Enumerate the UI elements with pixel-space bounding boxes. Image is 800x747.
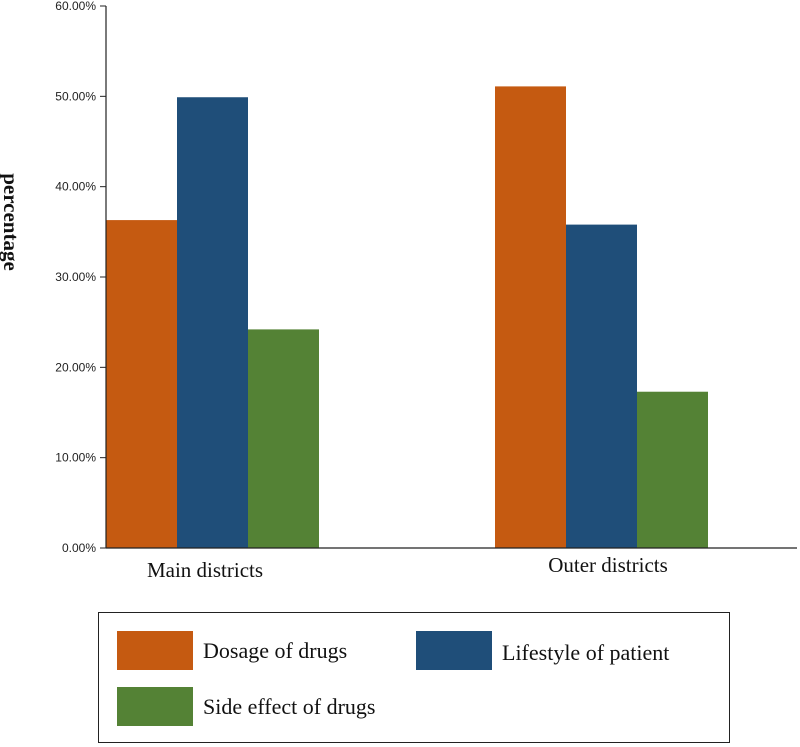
y-tick-label: 40.00% [55, 180, 96, 194]
legend-swatch-lifestyle [416, 631, 492, 670]
y-tick-label: 50.00% [55, 89, 96, 103]
legend-label-side-effect: Side effect of drugs [203, 693, 376, 719]
y-tick-label: 10.00% [55, 451, 96, 465]
legend-label-lifestyle: Lifestyle of patient [502, 640, 670, 665]
legend-item-dosage-of-drugs: Dosage of drugs [117, 631, 347, 670]
legend-item-side-effect-of-drugs: Side effect of drugs [117, 687, 376, 726]
legend-label-dosage: Dosage of drugs [203, 637, 348, 663]
legend-swatch-dosage [117, 631, 193, 670]
y-tick-label: 20.00% [55, 360, 96, 374]
legend-item-lifestyle-of-patient: Lifestyle of patient [416, 631, 669, 670]
y-axis-label: percentage [0, 173, 23, 271]
bar-chart: 0.00% 10.00% 20.00% 30.00% 40.00% 50.00% 60.00… [0, 0, 797, 582]
bar-main-districts-dosage-of-drugs [106, 220, 177, 548]
y-tick-label: 30.00% [55, 270, 96, 284]
bar-main-districts-lifestyle-of-patient [177, 97, 248, 548]
category-label-main-districts: Main districts [147, 558, 263, 582]
bar-outer-districts-side-effect-of-drugs [637, 391, 708, 548]
y-tick-label: 60.00% [55, 0, 96, 13]
bar-main-districts-side-effect-of-drugs [248, 329, 319, 548]
y-tick-label: 0.00% [62, 541, 96, 555]
legend-swatch-side-effect [117, 687, 193, 726]
bar-outer-districts-dosage-of-drugs [495, 86, 566, 548]
legend: Dosage of drugs Lifestyle of patient Sid… [98, 612, 730, 743]
bar-outer-districts-lifestyle-of-patient [566, 224, 637, 548]
category-label-outer-districts: Outer districts [548, 553, 668, 577]
